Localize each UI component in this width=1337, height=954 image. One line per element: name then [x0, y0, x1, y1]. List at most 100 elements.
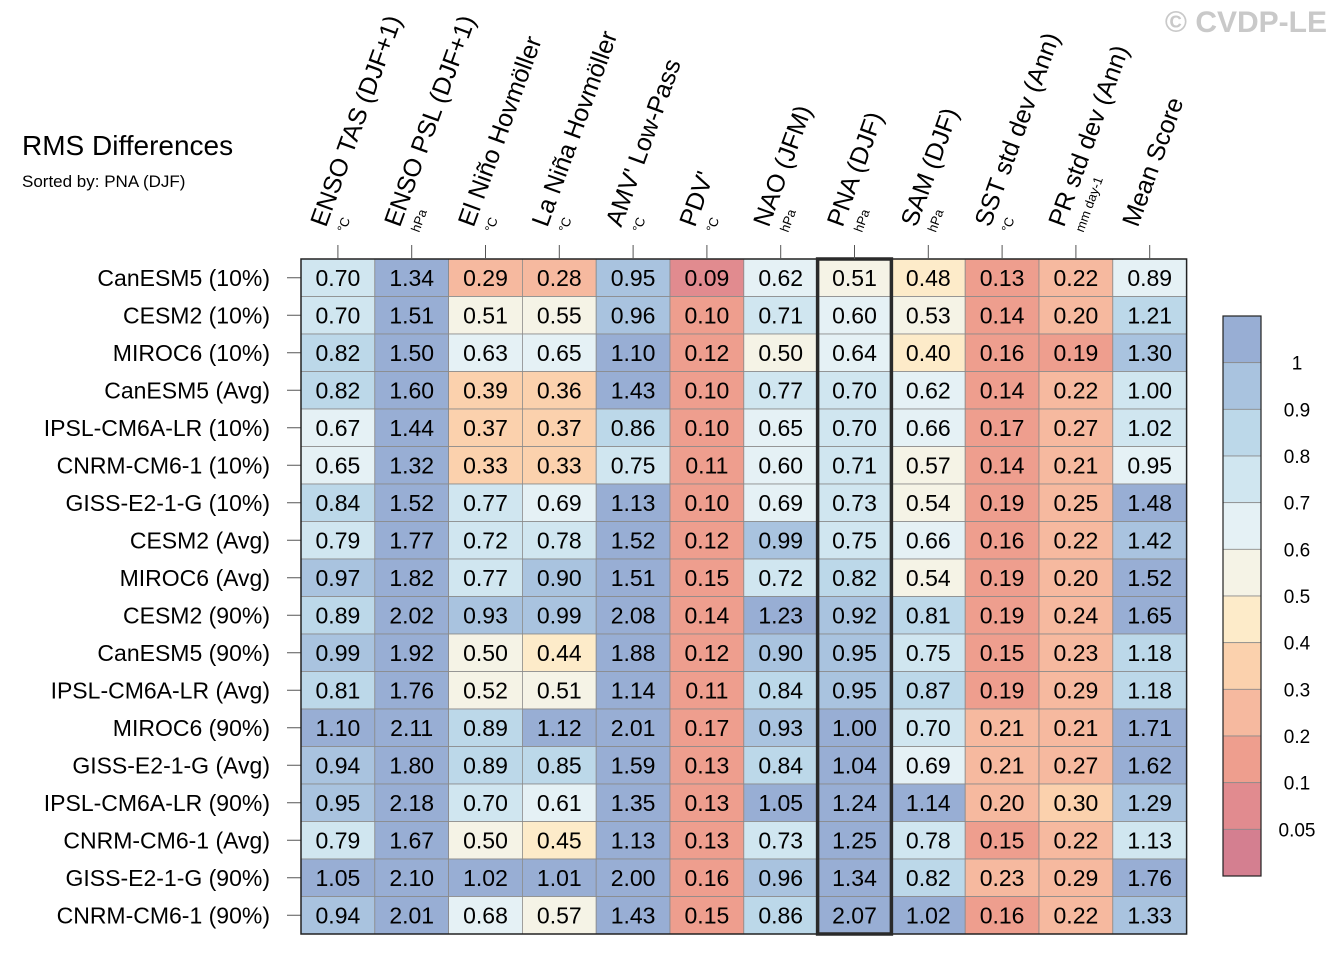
cell-value: 0.85 [537, 752, 582, 778]
cell-value: 0.13 [980, 265, 1025, 291]
heatmap-cell [891, 858, 966, 897]
heatmap-cell [669, 446, 745, 485]
colorbar-border [1222, 315, 1262, 877]
cell-value: 0.71 [832, 452, 877, 478]
cell-value: 0.40 [906, 340, 951, 366]
cell-value: 1.33 [1127, 902, 1172, 928]
heatmap-cell [595, 408, 671, 447]
heatmap-cell [891, 896, 966, 935]
heatmap-cell [669, 708, 745, 747]
column-unit: °C [629, 215, 648, 234]
colorbar-swatch [1222, 455, 1262, 504]
cell-value: 0.16 [685, 865, 730, 891]
cell-value: 1.42 [1127, 527, 1172, 553]
cell-value: 0.65 [537, 340, 582, 366]
cell-value: 0.82 [832, 565, 877, 591]
cell-value: 0.14 [980, 302, 1025, 328]
colorbar-label: 0.3 [1284, 680, 1310, 701]
heatmap-cell [817, 821, 892, 860]
watermark: © CVDP-LE [1164, 6, 1327, 39]
column-label: AMV' Low-Pass [600, 55, 686, 230]
cell-value: 0.89 [463, 715, 508, 741]
heatmap-cell [448, 633, 523, 672]
cell-value: 1.01 [537, 865, 582, 891]
column-unit: °C [556, 215, 575, 234]
cell-value: 0.15 [685, 565, 730, 591]
heatmap-cell [522, 408, 597, 447]
cell-value: 0.75 [906, 640, 951, 666]
heatmap-cell [891, 408, 966, 447]
heatmap-cell [669, 483, 745, 522]
cell-value: 0.29 [463, 265, 508, 291]
cell-value: 0.36 [537, 377, 582, 403]
colorbar-label: 0.6 [1284, 540, 1310, 561]
heatmap-cell [891, 671, 966, 710]
heatmap-cell [743, 333, 818, 372]
cell-value: 0.10 [685, 415, 730, 441]
cell-value: 0.10 [685, 490, 730, 516]
heatmap-cell [374, 371, 449, 410]
heatmap-cell [522, 858, 597, 897]
heatmap-cell [300, 858, 376, 897]
cell-value: 0.14 [685, 602, 730, 628]
heatmap-cell [374, 521, 449, 560]
cell-value: 1.13 [611, 827, 656, 853]
cell-value: 0.19 [1054, 340, 1099, 366]
heatmap-cell [743, 708, 818, 747]
heatmap-cell [1038, 596, 1114, 635]
cell-value: 1.00 [832, 715, 877, 741]
cell-value: 0.19 [980, 490, 1025, 516]
colorbar-swatch [1222, 502, 1262, 550]
cell-value: 0.67 [316, 415, 361, 441]
cell-value: 0.17 [685, 715, 730, 741]
colorbar-swatch [1222, 548, 1262, 597]
column-label: Mean Score [1117, 94, 1189, 230]
heatmap-cell [817, 708, 892, 747]
cell-value: 0.11 [685, 452, 728, 478]
row-label: CanESM5 (10%) [97, 265, 270, 291]
row-label: CNRM-CM6-1 (Avg) [63, 827, 270, 853]
colorbar-swatch [1222, 315, 1262, 364]
cell-value: 0.22 [1054, 377, 1099, 403]
heatmap-cell [300, 708, 376, 747]
column-header: PNA (DJF)hPa [822, 108, 889, 234]
heatmap-cell [374, 258, 449, 297]
heatmap-cell [1112, 708, 1188, 747]
cell-value: 1.71 [1127, 715, 1172, 741]
heatmap-cell [595, 708, 671, 747]
cell-value: 0.44 [537, 640, 582, 666]
cell-value: 0.72 [758, 565, 803, 591]
cell-value: 1.52 [611, 527, 656, 553]
cell-value: 1.76 [1127, 865, 1172, 891]
heatmap-cell [522, 333, 597, 372]
heatmap-cell [669, 671, 745, 710]
heatmap-cell [669, 896, 745, 935]
heatmap-cell [964, 596, 1040, 635]
cell-value: 1.76 [389, 677, 434, 703]
cell-value: 1.18 [1127, 640, 1172, 666]
cell-value: 0.96 [758, 865, 803, 891]
colorbar-label: 1 [1292, 354, 1303, 375]
heatmap-cell [817, 783, 892, 822]
column-label: PNA (DJF) [822, 108, 889, 230]
cell-value: 0.99 [758, 527, 803, 553]
cell-value: 1.30 [1127, 340, 1172, 366]
cell-value: 0.79 [316, 827, 361, 853]
heatmap-cell [743, 746, 818, 785]
heatmap-cell [891, 296, 966, 335]
heatmap-cell [669, 596, 745, 635]
column-header: NAO (JFM)hPa [748, 102, 818, 234]
heatmap-cell [964, 371, 1040, 410]
heatmap-cell [1038, 333, 1114, 372]
heatmap-cell [1112, 858, 1188, 897]
cell-value: 0.95 [832, 640, 877, 666]
cell-value: 1.10 [316, 715, 361, 741]
cell-value: 0.82 [906, 865, 951, 891]
colorbar-label: 0.8 [1284, 447, 1310, 468]
cell-value: 0.19 [980, 602, 1025, 628]
heatmap-cell [300, 333, 376, 372]
heatmap-cell [817, 446, 892, 485]
colorbar-swatch [1222, 782, 1262, 830]
heatmap-cell [669, 821, 745, 860]
cell-value: 0.84 [316, 490, 361, 516]
